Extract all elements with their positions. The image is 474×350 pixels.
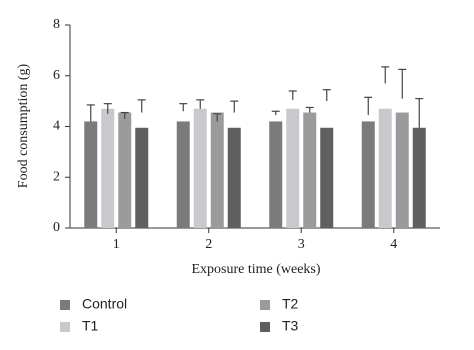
error-bar [322,89,331,102]
error-bar [196,99,205,109]
legend-label: T2 [282,296,299,312]
y-tick-label: 6 [53,68,60,83]
error-bar [381,66,390,84]
bar [227,127,241,228]
bar [395,112,409,228]
error-bar [179,103,188,112]
bar [210,112,224,228]
y-axis-label: Food consumption (g) [16,63,31,188]
legend-swatch [260,300,270,310]
x-tick-label: 1 [113,237,120,252]
legend-label: T3 [282,318,299,334]
error-bar [305,106,314,113]
bar [378,108,392,228]
error-bar [364,96,373,116]
y-tick-label: 2 [53,169,60,184]
bar [101,108,115,228]
bar [176,121,190,228]
bar [118,112,132,228]
bar [193,108,207,228]
bar [320,127,334,228]
bar [286,108,300,228]
x-tick-label: 3 [298,237,305,252]
error-bar [415,97,424,128]
bar [361,121,375,228]
error-bar [230,100,239,113]
error-bar [271,110,280,116]
y-tick-label: 8 [53,17,60,32]
error-bar [398,68,407,99]
error-bar [213,113,222,122]
legend-label: T1 [82,318,99,334]
x-tick-label: 4 [390,237,397,252]
x-tick-label: 2 [205,237,212,252]
legend-label: Control [82,296,127,312]
y-tick-label: 0 [53,220,60,235]
bar [135,127,149,228]
legend-swatch [60,322,70,332]
error-bar [103,103,112,114]
legend-swatch [60,300,70,310]
legend-swatch [260,322,270,332]
bar [84,121,98,228]
error-bar [120,111,129,119]
bar [303,112,317,228]
y-tick-label: 4 [53,119,60,134]
error-bar [288,90,297,100]
x-axis-label: Exposure time (weeks) [191,262,320,277]
error-bar [86,104,95,122]
bar [412,127,426,228]
bar [269,121,283,228]
error-bar [137,99,146,113]
